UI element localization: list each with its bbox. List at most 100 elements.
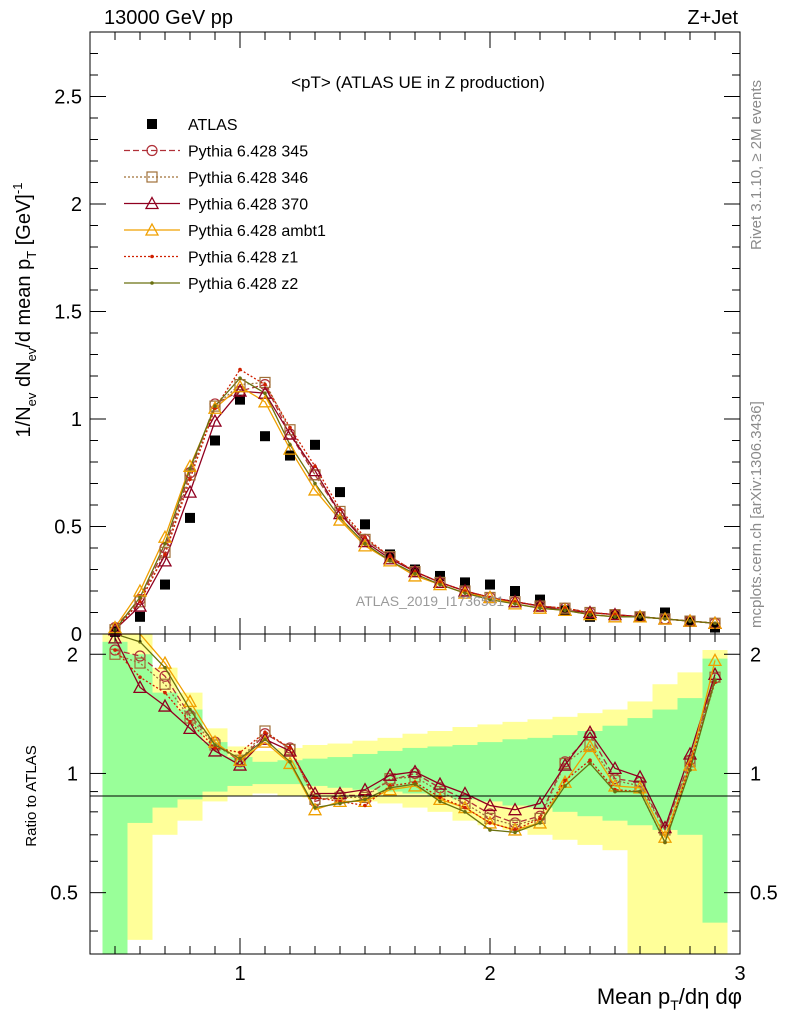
ratio-point — [113, 648, 117, 652]
model-point — [638, 615, 642, 619]
ratio-point — [134, 657, 146, 669]
model-point — [507, 594, 523, 608]
model-point — [632, 609, 648, 623]
main-y-tick-label: 1 — [71, 409, 82, 431]
model-point — [188, 466, 192, 471]
ratio-y-axis-title: Ratio to ATLAS — [23, 745, 40, 846]
model-point — [607, 609, 623, 623]
legend-marker — [144, 196, 160, 210]
model-point — [132, 598, 148, 612]
model-point — [307, 482, 323, 496]
ratio-point — [159, 678, 171, 690]
model-point — [432, 577, 448, 591]
model-point — [588, 612, 592, 617]
model-point — [582, 605, 598, 619]
model-point — [482, 590, 498, 604]
model-point — [257, 385, 273, 399]
ratio-band-green — [552, 735, 578, 812]
model-point — [232, 383, 248, 397]
model-point — [282, 426, 298, 440]
main-line-1 — [114, 383, 716, 628]
main-y-tick-label: 0.5 — [54, 517, 82, 539]
model-point — [713, 621, 717, 626]
ratio-point — [257, 731, 273, 745]
ratio-point — [163, 665, 167, 670]
ratio-point — [188, 707, 192, 712]
model-point — [188, 477, 192, 482]
ratio-point — [238, 750, 242, 755]
model-point — [532, 598, 548, 612]
model-point — [182, 484, 198, 498]
model-point — [363, 535, 367, 540]
ratio-point — [457, 786, 473, 800]
model-point — [607, 607, 623, 621]
ratio-point — [688, 768, 692, 772]
axes-ticks: 1 2 3 0 0.5 1 1.5 2 2.5 0.5 0.5 1 1 2 2 — [50, 32, 778, 985]
main-line-6 — [114, 377, 716, 631]
ratio-y-tick-label-right: 1 — [750, 763, 761, 785]
model-point — [382, 553, 398, 567]
model-point — [513, 602, 517, 606]
atlas-point — [460, 577, 470, 588]
ratio-band-green — [502, 739, 528, 806]
atlas-point — [210, 435, 220, 446]
model-point — [207, 400, 223, 414]
model-point — [288, 425, 292, 430]
ratio-y-tick-label: 1 — [67, 763, 78, 785]
model-point — [357, 538, 373, 552]
ratio-y-tick-label: 0.5 — [50, 883, 78, 905]
ratio-point — [307, 802, 323, 816]
ratio-point — [213, 746, 217, 750]
ratio-point — [232, 752, 248, 766]
ratio-point — [157, 698, 173, 712]
analysis-watermark: ATLAS_2019_I1736531 — [356, 593, 505, 609]
model-point — [232, 379, 248, 393]
ratio-series-lines — [107, 630, 723, 845]
ratio-y-tick-label-right: 2 — [750, 644, 761, 666]
ratio-point — [707, 653, 723, 667]
model-point — [532, 600, 548, 614]
model-point — [238, 367, 242, 372]
legend-marker — [150, 254, 154, 259]
ratio-line-3 — [115, 633, 716, 839]
ratio-point — [132, 679, 148, 693]
model-point — [313, 481, 317, 486]
ratio-y-tick-label: 2 — [67, 644, 78, 666]
ratio-point — [613, 789, 617, 794]
rivet-label: Rivet 3.1.10, ≥ 2M events — [748, 80, 765, 250]
model-point — [338, 516, 342, 520]
model-point — [457, 585, 473, 599]
legend-marker — [146, 144, 158, 157]
model-point — [582, 607, 598, 621]
model-point — [388, 559, 392, 563]
atlas-point — [185, 512, 195, 523]
main-y-tick-label: 1.5 — [54, 302, 82, 324]
ratio-band-green — [452, 744, 478, 800]
ratio-point — [338, 801, 342, 806]
ratio-point — [288, 746, 292, 750]
model-point — [407, 568, 423, 582]
ratio-point — [507, 802, 523, 816]
x-tick-label: 2 — [484, 963, 495, 985]
legend-label: Pythia 6.428 345 — [188, 144, 308, 161]
atlas-point — [585, 611, 595, 622]
ratio-y-tick-label-right: 0.5 — [750, 883, 778, 905]
ratio-band-green — [127, 654, 153, 823]
model-point — [657, 611, 673, 625]
ratio-point — [263, 737, 267, 742]
model-point — [613, 615, 617, 619]
ratio-band-green — [177, 709, 203, 800]
ratio-point — [313, 805, 317, 810]
ratio-point — [282, 756, 298, 770]
main-y-tick-label: 0 — [71, 624, 82, 646]
main-line-4 — [114, 385, 716, 628]
atlas-point — [285, 450, 295, 461]
ratio-point — [332, 786, 348, 800]
ratio-point — [582, 724, 598, 739]
ratio-point — [363, 803, 367, 808]
ratio-point — [382, 767, 398, 781]
model-point — [507, 596, 523, 610]
ratio-point — [138, 675, 142, 680]
legend-label: ATLAS — [188, 117, 238, 134]
